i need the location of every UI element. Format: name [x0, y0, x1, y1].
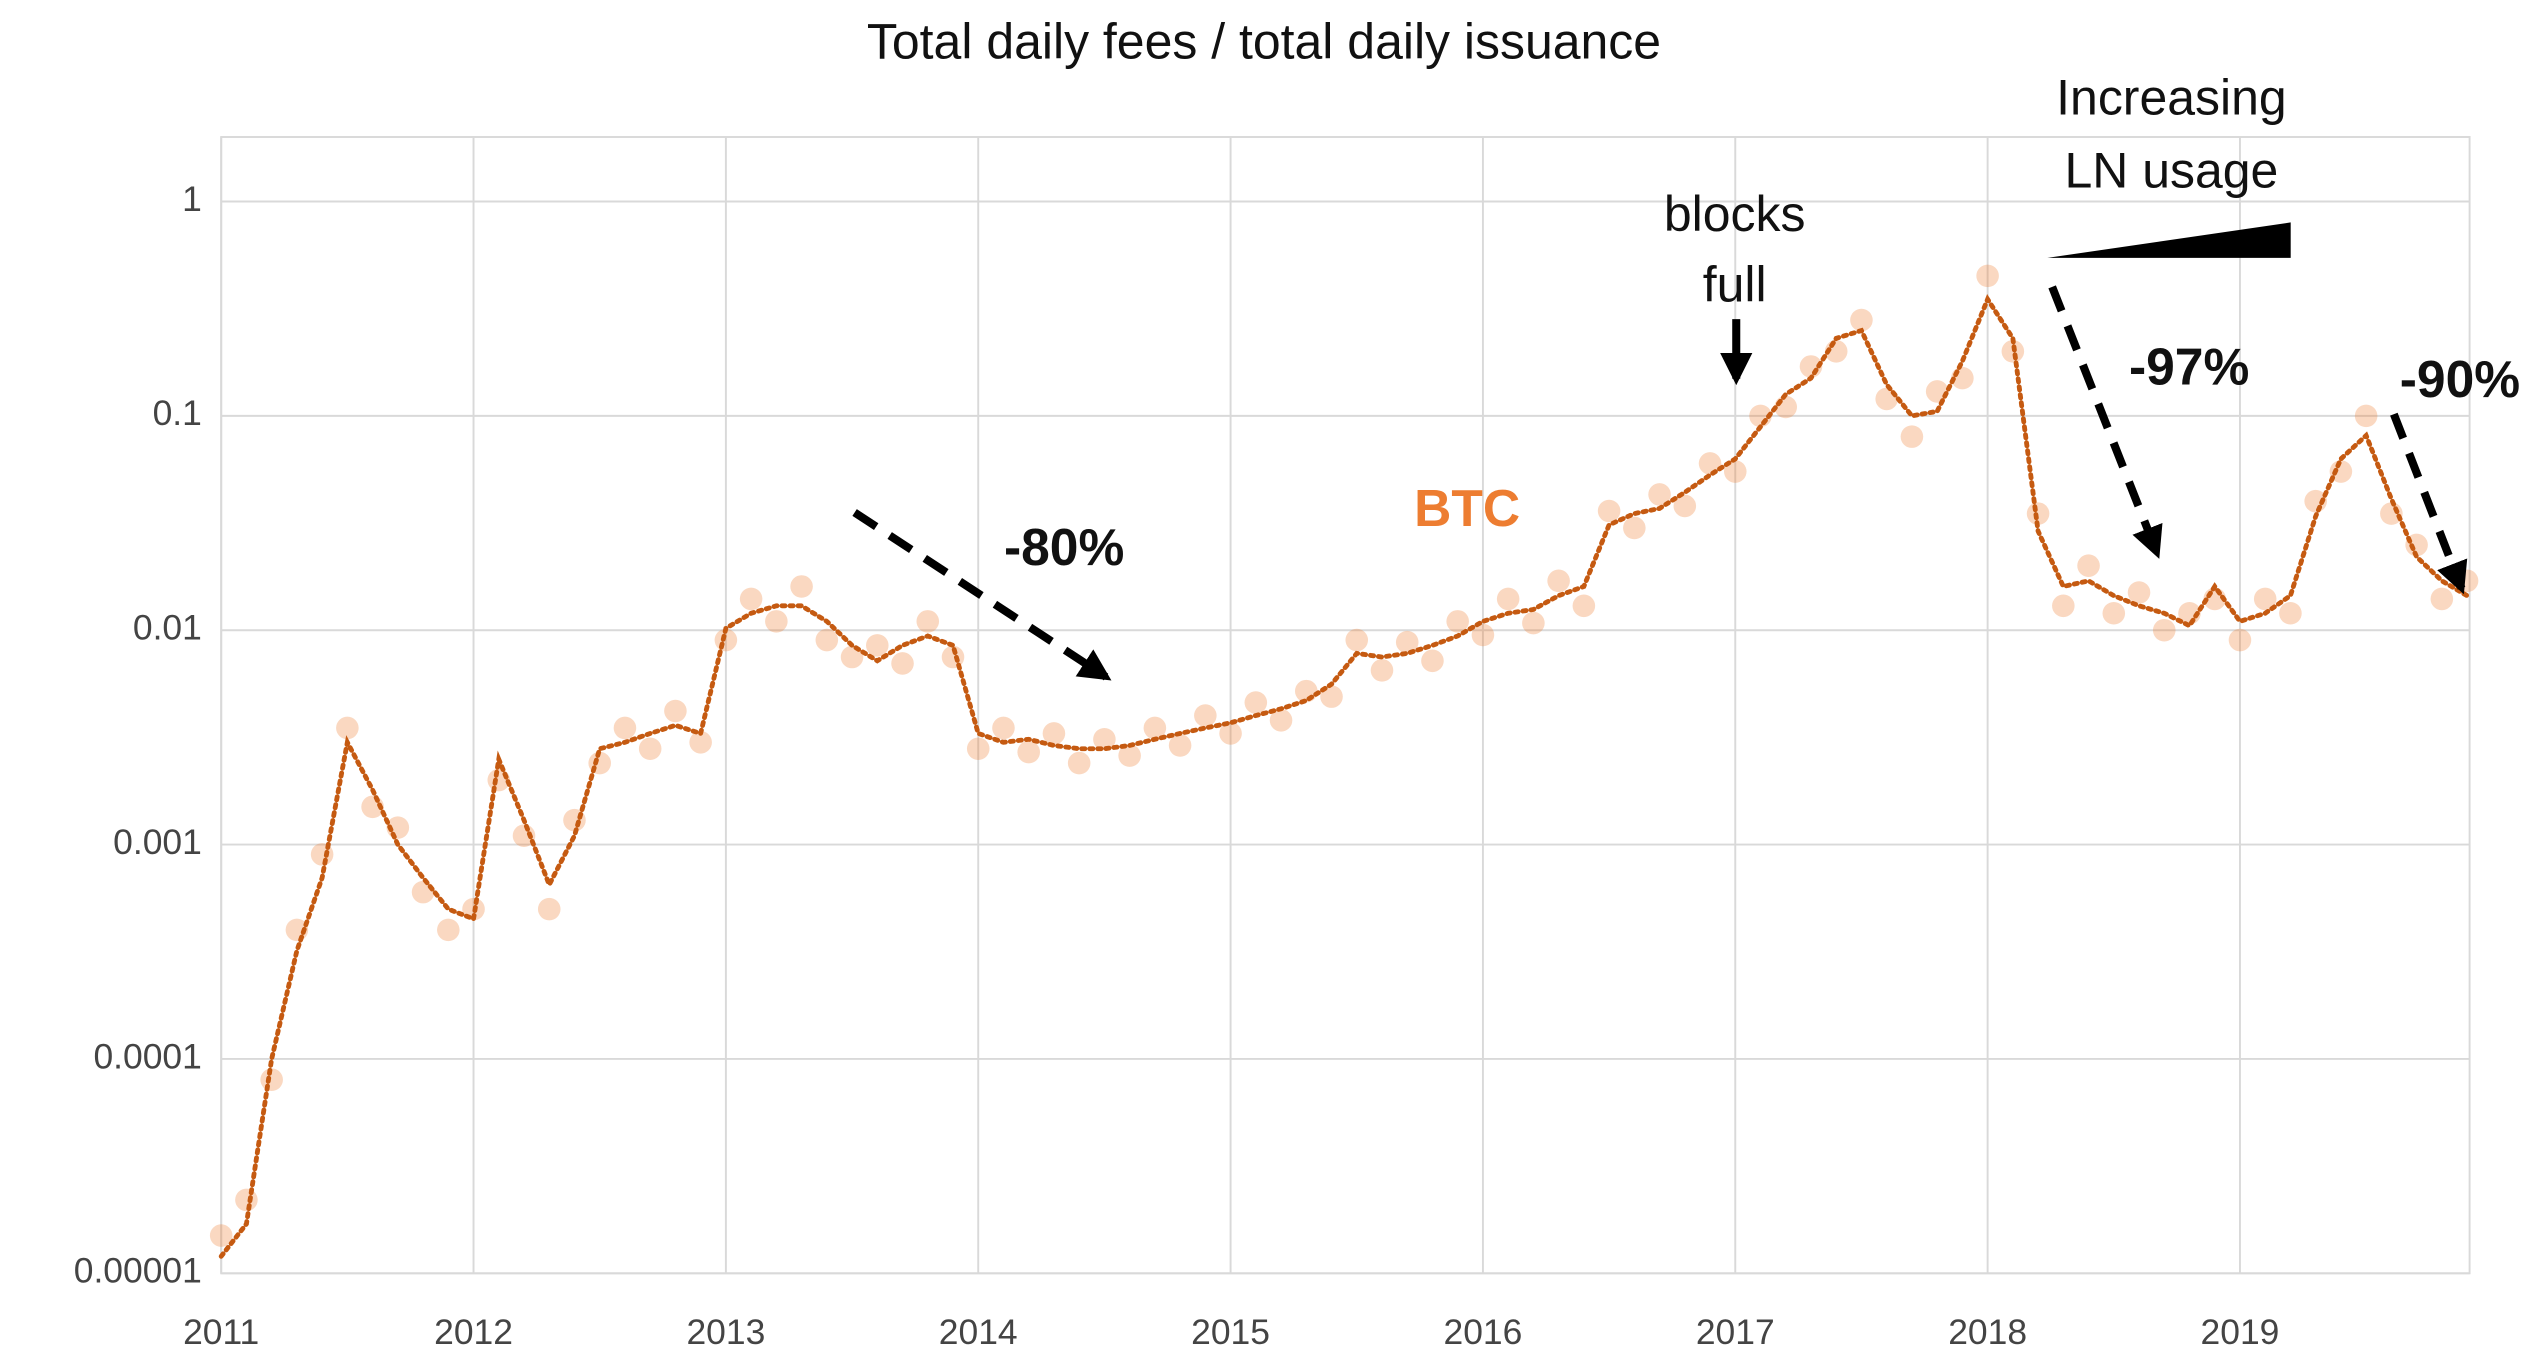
scatter-point [2380, 502, 2403, 525]
scatter-point [437, 918, 460, 942]
scatter-point [1067, 751, 1091, 775]
scatter-point [209, 1224, 233, 1247]
trend-line [218, 294, 2470, 1259]
scatter-point [2178, 601, 2201, 625]
scatter-point [966, 737, 990, 761]
annotation-arrow [2048, 285, 2163, 559]
scatter-point [1370, 659, 1394, 682]
scatter-point [1294, 679, 1318, 703]
scatter-point [1320, 685, 1343, 708]
scatter-point [411, 880, 435, 904]
scatter-point [1774, 395, 1798, 419]
annotation-arrow [852, 509, 1112, 681]
scatter-point [613, 716, 637, 740]
scatter-point [2102, 601, 2126, 625]
y-tick-label: 0.001 [113, 822, 202, 862]
scatter-point [2228, 628, 2252, 652]
scatter-point [1118, 744, 1141, 767]
annotation: -80% [1004, 518, 1124, 576]
scatter-point [815, 628, 839, 652]
scatter-point [1042, 722, 1066, 745]
y-tick-label: 0.00001 [74, 1251, 202, 1291]
scatter-point [1673, 494, 1697, 518]
scatter-point [765, 610, 788, 633]
scatter-point [1194, 704, 1217, 727]
grid [220, 137, 2470, 1275]
scatter-point [1143, 716, 1167, 740]
y-tick-label: 1 [182, 179, 202, 219]
scatter-point [537, 897, 561, 921]
scatter-point [2077, 554, 2100, 577]
scatter-point [638, 737, 662, 761]
x-tick-label: 2018 [1948, 1312, 2027, 1352]
scatter-point [1395, 630, 1419, 654]
y-tick-label: 0.1 [153, 393, 202, 433]
x-tick-label: 2016 [1444, 1312, 1523, 1352]
x-tick-label: 2013 [686, 1312, 765, 1352]
scatter-point [1572, 594, 1596, 618]
scatter-point [2329, 460, 2353, 483]
marks [209, 264, 2479, 1259]
scatter-point [1976, 264, 1999, 288]
scatter-point [1168, 734, 1192, 757]
usage-wedge [2047, 222, 2291, 258]
series-label: BTC [1414, 479, 1520, 537]
scatter-point [1597, 499, 1621, 523]
annotation: -90% [2400, 350, 2520, 408]
scatter-point [2354, 404, 2378, 428]
scatter-point [992, 716, 1015, 740]
scatter-point [1093, 727, 1116, 751]
scatter-point [1850, 308, 1873, 332]
scatter-point [891, 652, 914, 675]
scatter-point [1698, 452, 1722, 475]
scatter-point [1219, 722, 1242, 745]
scatter-point [1269, 709, 1293, 732]
x-tick-label: 2014 [939, 1312, 1018, 1352]
x-tick-label: 2015 [1191, 1312, 1270, 1352]
y-tick-label: 0.0001 [93, 1036, 201, 1076]
scatter-point [916, 610, 940, 633]
plot-area [220, 136, 2471, 1275]
annotation: -97% [2129, 337, 2249, 395]
scatter-point [2430, 587, 2454, 611]
annotation: Increasing [2056, 70, 2286, 126]
scatter-point [1017, 740, 1040, 764]
scatter-point [1471, 623, 1495, 647]
annotation: blocks [1664, 186, 1806, 242]
scatter-point [689, 731, 712, 754]
scatter-point [866, 634, 889, 657]
scatter-point [336, 716, 359, 740]
annotation-arrow [2390, 412, 2468, 595]
scatter-point [1522, 611, 1545, 635]
scatter-point [1900, 425, 1924, 448]
scatter-point [1648, 483, 1671, 506]
y-tick-label: 0.01 [133, 608, 202, 648]
scatter-point [1547, 569, 1570, 593]
x-tick-label: 2019 [2201, 1312, 2280, 1352]
scatter-point [1244, 691, 1268, 714]
annotation: full [1703, 257, 1767, 313]
scatter-point [235, 1188, 258, 1212]
scatter-point [1496, 587, 1520, 611]
scatter-point [1623, 516, 1646, 540]
x-tick-label: 2011 [183, 1312, 259, 1352]
scatter-point [2253, 587, 2277, 611]
chart-title: Total daily fees / total daily issuance [867, 13, 1661, 69]
scatter-point [739, 587, 763, 611]
x-tick-label: 2012 [434, 1312, 513, 1352]
annotation: LN usage [2065, 142, 2279, 198]
scatter-point [790, 575, 813, 598]
scatter-point [2152, 618, 2176, 642]
scatter-point [2127, 581, 2151, 604]
x-tick-label: 2017 [1696, 1312, 1775, 1352]
scatter-point [1421, 649, 1444, 673]
scatter-point [664, 699, 687, 723]
scatter-point [2052, 594, 2075, 618]
scatter-point [1446, 610, 1469, 633]
scatter-point [1723, 460, 1747, 483]
scatter-point [2279, 601, 2302, 625]
scatter-point [1345, 628, 1369, 652]
